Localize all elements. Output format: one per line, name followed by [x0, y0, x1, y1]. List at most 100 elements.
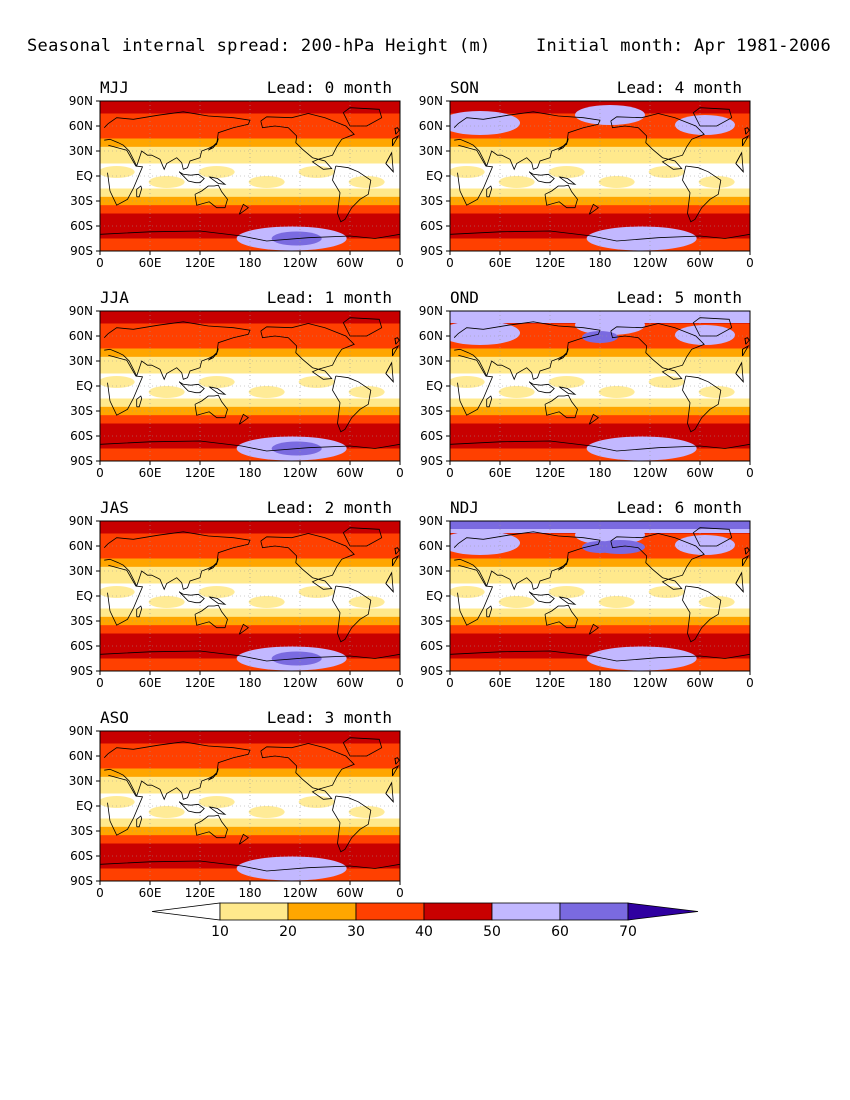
lat-tick-label: 60N: [69, 119, 93, 133]
lat-tick-label: EQ: [76, 379, 93, 393]
lat-tick-label: EQ: [76, 589, 93, 603]
spread-field: [100, 311, 400, 461]
panel-lead-label: Lead: 1 month: [267, 288, 392, 307]
lat-tick-label: 90S: [420, 244, 443, 258]
lat-tick-label: 60S: [70, 429, 93, 443]
colorbar-segment: [491, 902, 561, 921]
lon-tick-label: 0: [446, 466, 454, 480]
lon-tick-label: 120E: [535, 256, 566, 270]
lat-tick-label: 30N: [69, 354, 93, 368]
lat-tick-label: 60N: [69, 749, 93, 763]
colorbar-low-arrow: [151, 902, 221, 921]
lon-tick-label: 180: [239, 676, 262, 690]
lon-tick-label: 0: [396, 676, 404, 690]
panel-season-label: JJA: [100, 288, 129, 307]
lat-tick-label: 60S: [70, 849, 93, 863]
lat-tick-label: 90N: [419, 514, 443, 528]
lon-tick-label: 180: [589, 466, 612, 480]
lat-tick-label: 60N: [419, 539, 443, 553]
lat-tick-label: 60S: [420, 639, 443, 653]
lon-tick-label: 60E: [139, 676, 162, 690]
lat-tick-label: 30S: [70, 194, 93, 208]
lon-tick-label: 0: [746, 676, 754, 690]
lon-tick-label: 120W: [633, 676, 668, 690]
lat-tick-label: 90S: [70, 454, 93, 468]
colorbar-tick-label: 50: [483, 924, 501, 940]
lat-tick-label: 30S: [420, 614, 443, 628]
colorbar-tick-label: 30: [347, 924, 365, 940]
lon-tick-label: 0: [746, 466, 754, 480]
lon-tick-label: 0: [446, 676, 454, 690]
lon-tick-label: 120W: [283, 676, 318, 690]
lat-tick-label: 30N: [419, 144, 443, 158]
lon-tick-label: 180: [239, 256, 262, 270]
panel-lead-label: Lead: 2 month: [267, 498, 392, 517]
lon-tick-label: 60W: [686, 256, 713, 270]
lat-tick-label: 90S: [70, 664, 93, 678]
lat-tick-label: 90N: [419, 94, 443, 108]
spread-field: [450, 521, 750, 671]
panel-lead-label: Lead: 6 month: [617, 498, 742, 517]
lat-tick-label: 30S: [70, 404, 93, 418]
lat-tick-label: 60N: [419, 329, 443, 343]
lat-tick-label: 90N: [69, 514, 93, 528]
lat-tick-label: 30S: [420, 194, 443, 208]
lon-tick-label: 120W: [283, 466, 318, 480]
coastlines: [450, 107, 750, 242]
lat-tick-label: 90N: [69, 724, 93, 738]
colorbar-tick-label: 20: [279, 924, 297, 940]
lon-tick-label: 180: [589, 676, 612, 690]
lon-tick-label: 180: [589, 256, 612, 270]
lon-tick-label: 120W: [283, 886, 318, 900]
lat-tick-label: 90S: [420, 664, 443, 678]
coastlines: [100, 527, 400, 662]
colorbar-tick-label: 10: [211, 924, 229, 940]
lat-tick-label: EQ: [426, 169, 443, 183]
lat-tick-label: 60N: [419, 119, 443, 133]
colorbar-segment: [423, 902, 493, 921]
lon-tick-label: 120W: [633, 256, 668, 270]
lon-tick-label: 60W: [336, 256, 363, 270]
lon-tick-label: 60W: [686, 466, 713, 480]
lat-tick-label: 90S: [420, 454, 443, 468]
panel-lead-label: Lead: 0 month: [267, 78, 392, 97]
spread-field: [450, 311, 750, 461]
lat-tick-label: 90N: [419, 304, 443, 318]
lat-tick-label: 30S: [70, 614, 93, 628]
coastlines: [100, 107, 400, 242]
lon-tick-label: 60E: [489, 256, 512, 270]
lat-tick-label: 30N: [419, 354, 443, 368]
lon-tick-label: 60W: [336, 676, 363, 690]
lon-tick-label: 120W: [283, 256, 318, 270]
lat-tick-label: 30S: [70, 824, 93, 838]
colorbar: 10 20 30 40 50 60 70: [151, 902, 699, 940]
lat-tick-label: 30S: [420, 404, 443, 418]
colorbar-high-arrow: [627, 902, 699, 921]
initial-month-label: Initial month: Apr 1981-2006: [536, 36, 831, 56]
lon-tick-label: 60W: [336, 466, 363, 480]
lon-tick-label: 120W: [633, 466, 668, 480]
coastlines: [100, 317, 400, 452]
lon-tick-label: 0: [396, 256, 404, 270]
spread-field: [100, 731, 400, 881]
lon-tick-label: 60W: [336, 886, 363, 900]
lat-tick-label: 30N: [69, 564, 93, 578]
colorbar-segment: [287, 902, 357, 921]
lat-tick-label: 60S: [70, 219, 93, 233]
panel-season-label: ASO: [100, 708, 129, 727]
lon-tick-label: 0: [96, 676, 104, 690]
colorbar-tick-label: 70: [619, 924, 637, 940]
lat-tick-label: EQ: [76, 169, 93, 183]
colorbar-segment: [355, 902, 425, 921]
lat-tick-label: 30N: [69, 144, 93, 158]
lon-tick-label: 0: [96, 886, 104, 900]
panel-season-label: MJJ: [100, 78, 129, 97]
lon-tick-label: 180: [239, 886, 262, 900]
lat-tick-label: 90N: [69, 304, 93, 318]
